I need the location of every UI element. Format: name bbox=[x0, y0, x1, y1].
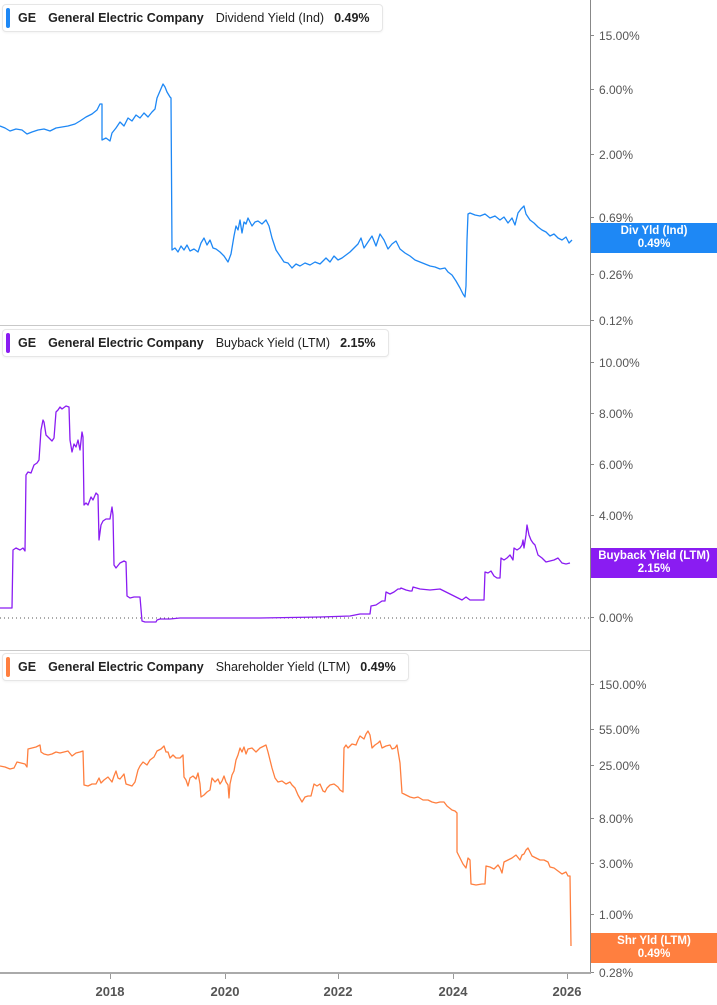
x-axis-label: 2024 bbox=[438, 984, 468, 999]
y-tick-label: 3.00% bbox=[591, 858, 633, 870]
buyback-yield-line bbox=[0, 405, 571, 623]
y-tick-label: 1.00% bbox=[591, 909, 633, 921]
ticker: GE bbox=[18, 660, 37, 674]
y-tick-label: 55.00% bbox=[591, 724, 640, 736]
metric-name: Dividend Yield (Ind) bbox=[215, 11, 325, 25]
y-tick-label: 150.00% bbox=[591, 679, 646, 691]
badge-value: 0.49% bbox=[637, 238, 671, 250]
shareholder-yield-legend[interactable]: GE General Electric Company Shareholder … bbox=[2, 653, 409, 681]
series-color-swatch bbox=[6, 333, 10, 353]
badge-label: Div Yld (Ind) bbox=[620, 225, 688, 237]
shareholder-yield-line bbox=[0, 730, 572, 947]
buyback-yield-value-badge: Buyback Yield (LTM) 2.15% bbox=[591, 548, 717, 578]
badge-label: Buyback Yield (LTM) bbox=[598, 550, 710, 562]
y-tick-label: 0.69% bbox=[591, 212, 633, 224]
y-axis-line bbox=[590, 0, 591, 974]
dividend-yield-legend[interactable]: GE General Electric Company Dividend Yie… bbox=[2, 4, 383, 32]
shareholder-yield-value-badge: Shr Yld (LTM) 0.49% bbox=[591, 933, 717, 963]
y-tick-label: 8.00% bbox=[591, 408, 633, 420]
y-tick-label: 8.00% bbox=[591, 813, 633, 825]
metric-value: 0.49% bbox=[334, 11, 370, 25]
buyback-yield-legend[interactable]: GE General Electric Company Buyback Yiel… bbox=[2, 329, 389, 357]
y-tick-label: 4.00% bbox=[591, 510, 633, 522]
ticker: GE bbox=[18, 11, 37, 25]
series-color-swatch bbox=[6, 657, 10, 677]
y-tick-label: 25.00% bbox=[591, 760, 640, 772]
y-tick-label: 0.12% bbox=[591, 315, 633, 327]
x-axis-label: 2018 bbox=[95, 984, 125, 999]
badge-label: Shr Yld (LTM) bbox=[617, 935, 691, 947]
x-axis-label: 2022 bbox=[323, 984, 353, 999]
ticker: GE bbox=[18, 336, 37, 350]
company-name: General Electric Company bbox=[48, 660, 204, 674]
x-axis-label: 2026 bbox=[552, 984, 582, 999]
company-name: General Electric Company bbox=[48, 11, 204, 25]
x-axis-label: 2020 bbox=[210, 984, 240, 999]
badge-value: 0.49% bbox=[637, 948, 671, 960]
badge-value: 2.15% bbox=[637, 563, 671, 575]
metric-value: 2.15% bbox=[340, 336, 376, 350]
y-tick-label: 0.00% bbox=[591, 612, 633, 624]
company-name: General Electric Company bbox=[48, 336, 204, 350]
x-tick bbox=[225, 974, 226, 979]
x-tick bbox=[338, 974, 339, 979]
y-tick-label: 0.28% bbox=[591, 967, 633, 979]
x-tick bbox=[453, 974, 454, 979]
y-tick-label: 15.00% bbox=[591, 30, 640, 42]
metric-name: Shareholder Yield (LTM) bbox=[215, 660, 351, 674]
y-tick-label: 0.26% bbox=[591, 269, 633, 281]
series-color-swatch bbox=[6, 8, 10, 28]
metric-value: 0.49% bbox=[360, 660, 396, 674]
x-tick bbox=[567, 974, 568, 979]
x-tick bbox=[110, 974, 111, 979]
x-axis-line bbox=[0, 972, 591, 974]
y-tick-label: 10.00% bbox=[591, 357, 640, 369]
dividend-yield-value-badge: Div Yld (Ind) 0.49% bbox=[591, 223, 717, 253]
y-tick-label: 2.00% bbox=[591, 149, 633, 161]
metric-name: Buyback Yield (LTM) bbox=[215, 336, 331, 350]
dividend-yield-line bbox=[0, 83, 573, 298]
panel-divider bbox=[0, 650, 590, 651]
y-tick-label: 6.00% bbox=[591, 84, 633, 96]
y-tick-label: 6.00% bbox=[591, 459, 633, 471]
panel-divider bbox=[0, 325, 590, 326]
